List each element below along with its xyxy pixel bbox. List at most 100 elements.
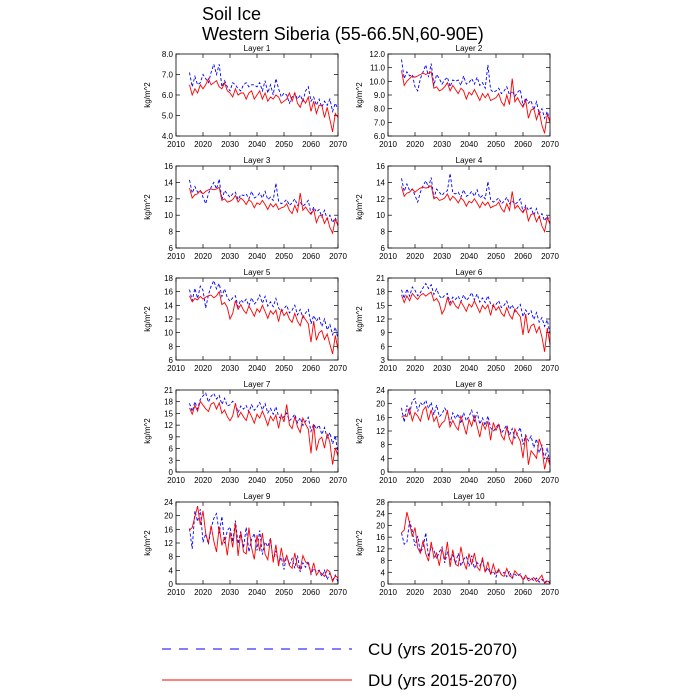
series-cu-line [401, 520, 551, 584]
y-tick-label: 8 [169, 553, 174, 562]
x-tick-label: 2050 [275, 140, 293, 149]
x-tick-label: 2020 [406, 588, 424, 597]
x-tick-label: 2040 [248, 476, 266, 485]
y-tick-label: 12 [164, 421, 173, 430]
legend-cu-label: CU (yrs 2015-2070) [368, 640, 517, 659]
y-tick-label: 16 [164, 162, 173, 171]
y-tick-label: 7.0 [162, 71, 174, 80]
series-cu-line [189, 509, 339, 583]
y-tick-label: 21 [164, 386, 173, 395]
y-tick-label: 12 [376, 315, 385, 324]
x-tick-label: 2070 [541, 588, 559, 597]
series-du-line [401, 405, 551, 470]
plot-frame [175, 53, 339, 137]
series-du-line [401, 70, 551, 134]
y-tick-label: 14 [164, 301, 173, 310]
series-du-line [189, 290, 339, 355]
x-tick-label: 2070 [329, 140, 347, 149]
plot-frame [175, 389, 339, 473]
series-du-line [401, 184, 551, 234]
x-tick-label: 2010 [379, 588, 397, 597]
y-tick-label: 7.0 [374, 118, 386, 127]
x-tick-label: 2050 [275, 252, 293, 261]
panel-layer-2: Layer 2 6.0 7.0 8.0 9.0 10.0 11.0 12.0 2010 2020 2… [355, 44, 559, 149]
x-tick-label: 2070 [541, 476, 559, 485]
y-tick-label: 0 [169, 580, 174, 589]
y-tick-label: 16 [376, 162, 385, 171]
x-tick-label: 2020 [406, 364, 424, 373]
x-tick-label: 2030 [221, 588, 239, 597]
y-tick-label: 12 [376, 545, 385, 554]
y-tick-label: 11.0 [370, 64, 386, 73]
y-tick-label: 18 [164, 398, 173, 407]
panel-layer-9: Layer 9 0 4 8 12 16 20 24 2010 2020 2030 2040 2050 20… [143, 492, 347, 597]
x-tick-label: 2030 [433, 252, 451, 261]
y-axis-label: kg/m^2 [355, 194, 364, 220]
y-tick-label: 6.0 [374, 132, 386, 141]
y-tick-label: 0 [381, 580, 386, 589]
x-tick-label: 2060 [302, 588, 320, 597]
series-cu-line [189, 62, 339, 114]
y-tick-label: 8.0 [374, 105, 386, 114]
x-tick-label: 2010 [379, 252, 397, 261]
series-du-line [189, 77, 339, 132]
x-tick-label: 2070 [541, 252, 559, 261]
x-tick-label: 2050 [487, 252, 505, 261]
y-tick-label: 9 [169, 433, 174, 442]
x-tick-label: 2050 [275, 476, 293, 485]
panel-layer-1: Layer 1 4.0 5.0 6.0 7.0 8.0 2010 2020 2030 2040 20… [143, 44, 347, 149]
y-tick-label: 20 [164, 512, 173, 521]
y-tick-label: 15 [164, 409, 173, 418]
series-du-line [189, 505, 339, 583]
series-du-line [401, 511, 551, 585]
panel-title: Layer 4 [456, 156, 483, 165]
y-tick-label: 4 [381, 568, 386, 577]
y-tick-label: 6.0 [162, 91, 174, 100]
panel-title: Layer 2 [456, 44, 483, 53]
series-cu-line [401, 173, 551, 224]
panel-layer-7: Layer 7 0 3 6 9 12 15 18 21 2010 2020 2030 2040 2050 2… [143, 380, 347, 485]
y-axis-label: kg/m^2 [355, 82, 364, 108]
x-tick-label: 2040 [460, 588, 478, 597]
y-tick-label: 15 [376, 301, 385, 310]
panel-layer-4: Layer 4 6 8 10 12 14 16 2010 2020 2030 2040 2050 206… [355, 156, 559, 261]
x-tick-label: 2020 [194, 476, 212, 485]
y-tick-label: 8 [169, 342, 174, 351]
chart-subtitle: Western Siberia (55-66.5N,60-90E) [202, 24, 484, 44]
y-tick-label: 12 [164, 539, 173, 548]
y-tick-label: 12.0 [369, 50, 385, 59]
y-tick-label: 16 [376, 533, 385, 542]
x-tick-label: 2020 [194, 588, 212, 597]
x-tick-label: 2020 [194, 140, 212, 149]
x-tick-label: 2030 [221, 252, 239, 261]
y-tick-label: 4 [381, 454, 386, 463]
y-tick-label: 18 [164, 274, 173, 283]
y-tick-label: 10 [164, 329, 173, 338]
x-tick-label: 2040 [460, 476, 478, 485]
y-tick-label: 0 [381, 468, 386, 477]
y-tick-label: 6 [169, 244, 174, 253]
y-axis-label: kg/m^2 [143, 194, 152, 220]
plot-frame [387, 53, 551, 137]
x-tick-label: 2040 [248, 140, 266, 149]
y-tick-label: 24 [376, 510, 385, 519]
panel-layer-5: Layer 5 6 8 10 12 14 16 18 2010 2020 2030 2040 2050 2… [143, 268, 347, 373]
panel-title: Layer 8 [456, 380, 483, 389]
series-du-line [189, 186, 339, 235]
y-tick-label: 24 [376, 386, 385, 395]
panel-layer-3: Layer 3 6 8 10 12 14 16 2010 2020 2030 2040 2050 206… [143, 156, 347, 261]
x-tick-label: 2040 [460, 140, 478, 149]
y-tick-label: 5.0 [162, 112, 174, 121]
x-tick-label: 2010 [379, 140, 397, 149]
series-cu-line [401, 59, 551, 123]
plot-frame [175, 277, 339, 361]
x-tick-label: 2060 [302, 252, 320, 261]
x-tick-label: 2050 [275, 588, 293, 597]
x-tick-label: 2010 [379, 476, 397, 485]
x-tick-label: 2070 [329, 364, 347, 373]
y-tick-label: 18 [376, 288, 385, 297]
y-tick-label: 9.0 [374, 91, 386, 100]
y-tick-label: 8 [169, 228, 174, 237]
x-tick-label: 2040 [460, 364, 478, 373]
